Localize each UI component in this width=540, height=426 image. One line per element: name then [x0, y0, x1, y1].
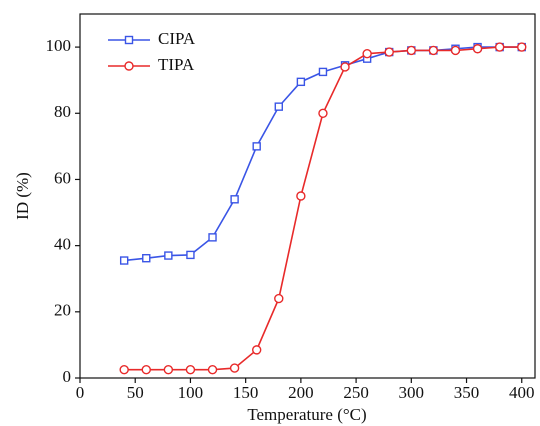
- x-tick-label: 50: [127, 383, 144, 402]
- legend-label: CIPA: [158, 29, 196, 48]
- data-point: [119, 256, 129, 265]
- data-point: [251, 345, 262, 355]
- x-tick-label: 300: [399, 383, 425, 402]
- data-point: [141, 365, 151, 375]
- y-tick-label: 0: [63, 367, 72, 386]
- data-point: [252, 142, 261, 151]
- data-point: [185, 365, 196, 375]
- data-point: [406, 45, 417, 56]
- data-point: [362, 49, 372, 59]
- data-point: [517, 42, 527, 52]
- y-tick-label: 20: [54, 301, 71, 320]
- data-point: [384, 47, 394, 57]
- x-tick-label: 100: [178, 383, 204, 402]
- data-point: [186, 250, 195, 260]
- data-point: [450, 45, 461, 56]
- plot-frame: [79, 13, 536, 379]
- data-point: [207, 365, 218, 375]
- y-tick-label: 40: [54, 235, 71, 254]
- x-tick-label: 200: [288, 383, 314, 402]
- data-point: [208, 233, 217, 242]
- data-point: [229, 363, 240, 373]
- data-point: [230, 195, 239, 204]
- x-axis-label: Temperature (°C): [247, 405, 366, 424]
- x-tick-label: 250: [343, 383, 369, 402]
- series-line: [124, 46, 522, 371]
- legend-label: TIPA: [158, 55, 195, 74]
- x-tick-label: 0: [76, 383, 85, 402]
- data-point: [274, 102, 283, 111]
- data-point: [296, 77, 306, 87]
- data-point: [318, 67, 328, 77]
- data-point: [274, 293, 284, 304]
- data-point: [142, 254, 151, 263]
- y-tick-label: 100: [46, 36, 72, 55]
- x-tick-label: 350: [454, 383, 480, 402]
- y-tick-label: 60: [54, 168, 71, 187]
- data-point: [296, 191, 306, 201]
- data-point: [472, 44, 483, 54]
- data-point: [428, 45, 439, 56]
- data-point: [340, 62, 350, 72]
- x-tick-label: 400: [509, 383, 535, 402]
- data-point: [163, 365, 174, 375]
- data-point: [164, 251, 173, 260]
- data-point: [119, 365, 129, 375]
- legend-marker: [124, 35, 134, 45]
- series-line: [124, 46, 522, 262]
- legend-marker: [124, 61, 134, 71]
- data-point: [494, 42, 505, 52]
- x-tick-label: 150: [233, 383, 259, 402]
- y-axis-label: ID (%): [13, 172, 32, 220]
- y-tick-label: 80: [54, 102, 71, 121]
- data-point: [318, 108, 328, 118]
